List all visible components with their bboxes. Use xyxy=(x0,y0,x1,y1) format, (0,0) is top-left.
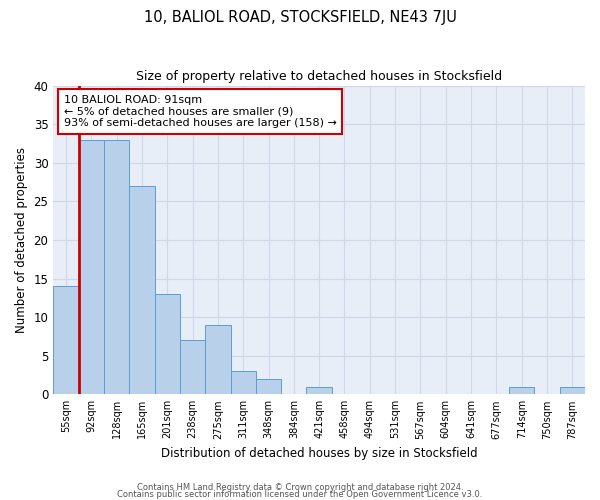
Text: Contains HM Land Registry data © Crown copyright and database right 2024.: Contains HM Land Registry data © Crown c… xyxy=(137,484,463,492)
X-axis label: Distribution of detached houses by size in Stocksfield: Distribution of detached houses by size … xyxy=(161,447,478,460)
Bar xyxy=(53,286,79,395)
Y-axis label: Number of detached properties: Number of detached properties xyxy=(15,147,28,333)
Bar xyxy=(104,140,129,394)
Bar xyxy=(155,294,180,394)
Bar xyxy=(560,386,585,394)
Bar xyxy=(180,340,205,394)
Text: 10 BALIOL ROAD: 91sqm
← 5% of detached houses are smaller (9)
93% of semi-detach: 10 BALIOL ROAD: 91sqm ← 5% of detached h… xyxy=(64,95,337,128)
Bar xyxy=(205,325,230,394)
Bar xyxy=(79,140,104,394)
Text: Contains public sector information licensed under the Open Government Licence v3: Contains public sector information licen… xyxy=(118,490,482,499)
Bar xyxy=(256,379,281,394)
Bar xyxy=(307,386,332,394)
Bar xyxy=(230,371,256,394)
Bar xyxy=(129,186,155,394)
Title: Size of property relative to detached houses in Stocksfield: Size of property relative to detached ho… xyxy=(136,70,502,83)
Text: 10, BALIOL ROAD, STOCKSFIELD, NE43 7JU: 10, BALIOL ROAD, STOCKSFIELD, NE43 7JU xyxy=(143,10,457,25)
Bar xyxy=(509,386,535,394)
